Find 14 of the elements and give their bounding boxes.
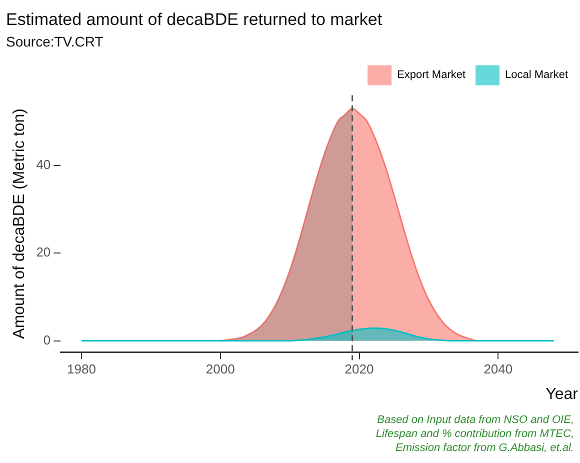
x-tick-label: 2000 [206, 362, 235, 377]
x-tick-label: 1980 [67, 362, 96, 377]
legend-label: Export Market [397, 69, 466, 82]
chart-subtitle: Source:TV.CRT [6, 34, 104, 50]
y-axis-title: Amount of decaBDE (Metric ton) [11, 108, 28, 339]
x-tick-label: 2020 [344, 362, 374, 377]
y-tick-label: 20 [36, 244, 51, 260]
x-axis-title: Year [546, 386, 579, 403]
x-tick-label: 2040 [484, 362, 513, 377]
y-tick-label: 40 [36, 156, 51, 172]
y-tick-label: 0 [43, 332, 51, 348]
chart-title: Estimated amount of decaBDE returned to market [6, 10, 382, 29]
text: Based on Input data from NSO and OIE, Lifespan and % contribution from MTEC, Emission factor from G.Abbasi, et.al. [376, 413, 574, 455]
legend-label: Local Market [505, 69, 568, 82]
